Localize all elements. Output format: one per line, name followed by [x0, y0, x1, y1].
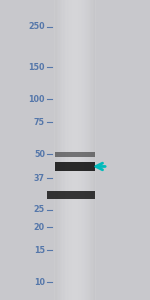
Text: 250: 250: [28, 22, 45, 31]
Text: 75: 75: [34, 118, 45, 127]
Text: 20: 20: [34, 223, 45, 232]
Text: 37: 37: [34, 174, 45, 183]
Text: 15: 15: [34, 246, 45, 255]
Bar: [55, 152, 95, 158]
Text: 25: 25: [34, 205, 45, 214]
Text: 100: 100: [28, 95, 45, 104]
Bar: [47, 191, 95, 199]
Text: 10: 10: [34, 278, 45, 287]
Bar: [55, 162, 95, 171]
Bar: [55, 0, 95, 300]
Text: 150: 150: [28, 63, 45, 72]
Text: 50: 50: [34, 150, 45, 159]
Bar: [55, 0, 95, 300]
